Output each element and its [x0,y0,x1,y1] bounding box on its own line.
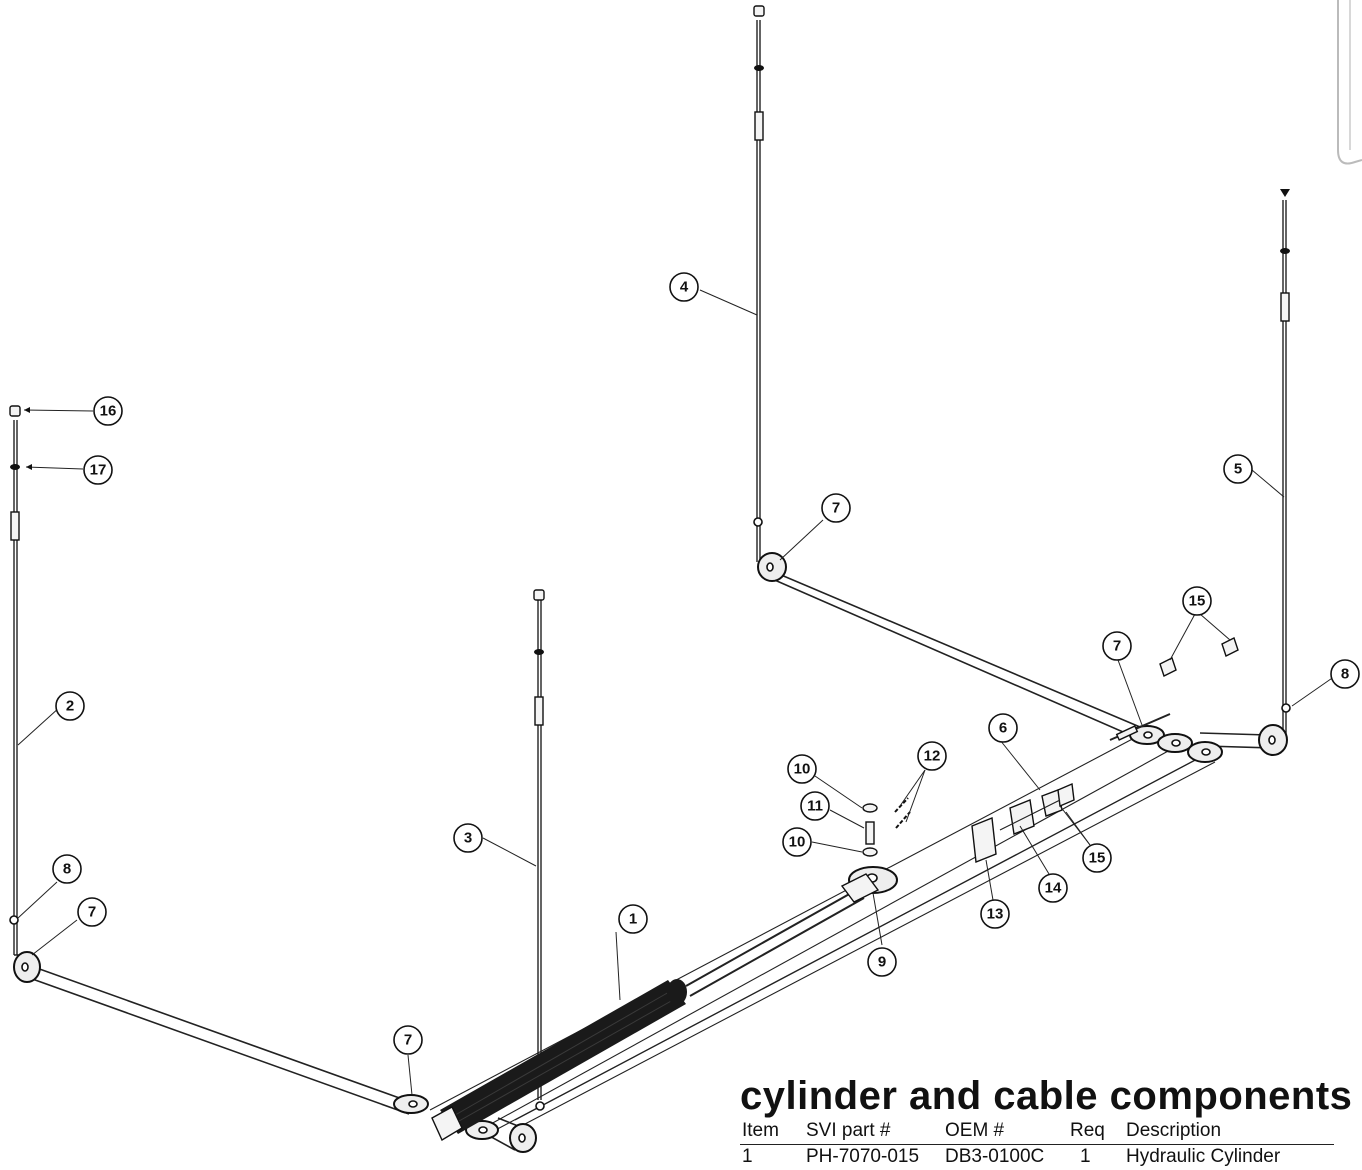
parts-table-row: 1 PH-7070-015 DB3-0100C 1 Hydraulic Cyli… [740,1146,1334,1170]
callout-leaders [17,289,1339,1096]
callout-5: 5 [1223,454,1253,484]
callout-8-left: 8 [52,854,82,884]
parts-table-header: Item SVI part # OEM # Req Description [740,1120,1334,1145]
callout-8-right: 8 [1330,659,1360,689]
callout-7-back: 7 [821,493,851,523]
svg-text:3: 3 [464,830,472,847]
crosshead-parts [840,637,1239,903]
svg-text:8: 8 [1341,666,1349,683]
row-oem: DB3-0100C [945,1146,1045,1167]
cable-diag-3 [514,754,1206,1121]
svg-text:4: 4 [680,279,689,296]
callout-6: 6 [988,713,1018,743]
callout-7-front: 7 [393,1025,423,1055]
callout-11: 11 [800,791,830,821]
cable-back-run [759,565,1147,743]
callout-17: 17 [83,455,113,485]
row-description: Hydraulic Cylinder [1126,1146,1281,1167]
svg-text:7: 7 [88,904,96,921]
row-req: 1 [1080,1146,1091,1167]
diagram-title: cylinder and cable components [740,1074,1353,1118]
callout-14: 14 [1038,873,1068,903]
svg-text:11: 11 [807,798,823,815]
callout-10-top: 10 [787,754,817,784]
callout-2: 2 [55,691,85,721]
header-oem: OEM # [945,1120,1005,1141]
callout-13: 13 [980,899,1010,929]
header-description: Description [1126,1120,1222,1141]
cable-left-run [14,954,410,1115]
svg-text:10: 10 [794,761,811,778]
svg-text:2: 2 [66,698,74,715]
header-item: Item [742,1120,779,1141]
svg-text:8: 8 [63,861,71,878]
row-svi-part: PH-7070-015 [806,1146,920,1167]
svg-text:12: 12 [924,748,941,765]
svg-text:7: 7 [404,1032,412,1049]
svg-text:1: 1 [629,911,637,928]
hydraulic-cylinder [431,887,865,1142]
svg-text:16: 16 [100,403,117,420]
callout-4: 4 [669,272,699,302]
svg-text:13: 13 [987,906,1004,923]
vertical-rods [9,5,1291,1111]
callout-12: 12 [917,741,947,771]
svg-text:15: 15 [1189,593,1206,610]
header-svi-part: SVI part # [806,1120,891,1141]
callout-1: 1 [618,904,648,934]
svg-text:7: 7 [832,500,840,517]
callout-9: 9 [867,947,897,977]
row-item: 1 [742,1146,753,1167]
header-req: Req [1070,1120,1105,1141]
callout-15-upper: 15 [1182,586,1212,616]
svg-text:5: 5 [1234,461,1242,478]
svg-text:7: 7 [1113,638,1121,655]
svg-text:9: 9 [878,954,886,971]
callout-16: 16 [93,396,123,426]
svg-text:6: 6 [999,720,1007,737]
callout-7-left: 7 [77,897,107,927]
callout-3: 3 [453,823,483,853]
callout-10-bottom: 10 [782,827,812,857]
svg-text:15: 15 [1089,850,1106,867]
svg-text:17: 17 [90,462,107,479]
callout-15-lower: 15 [1082,843,1112,873]
svg-text:14: 14 [1045,880,1062,897]
svg-text:10: 10 [789,834,806,851]
cable-diag-5 [429,734,1141,1111]
frame-edge [1337,0,1362,165]
cable-diag-4 [524,761,1216,1125]
callout-7-right: 7 [1102,631,1132,661]
